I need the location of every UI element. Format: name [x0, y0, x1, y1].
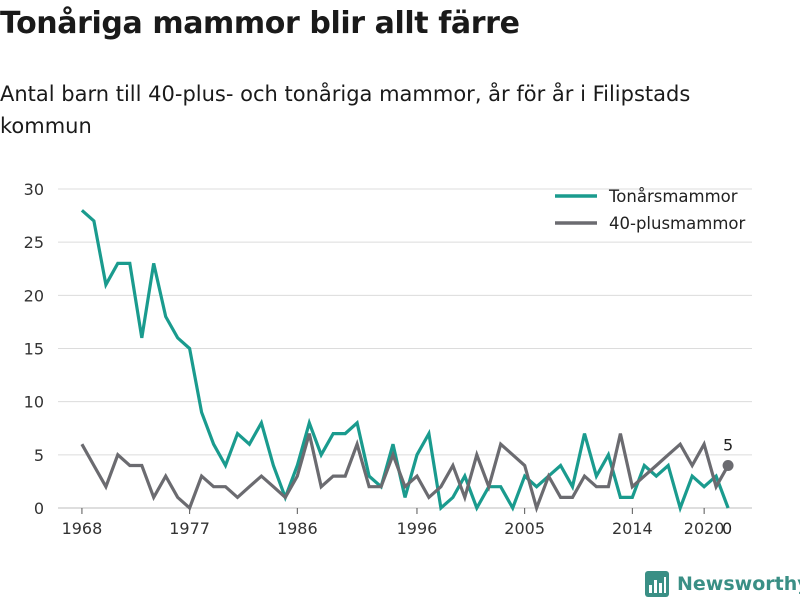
endpoint-label-tonarsmammor: 0 [722, 519, 732, 538]
brand: Newsworthy [645, 569, 800, 599]
chart-subtitle: Antal barn till 40-plus- och tonåriga ma… [0, 82, 691, 138]
x-tick-label: 1968 [62, 519, 103, 538]
y-tick-label: 20 [24, 286, 44, 305]
legend-label: Tonårsmammor [608, 187, 738, 206]
x-tick-label: 1977 [169, 519, 210, 538]
brand-name: Newsworthy [677, 573, 800, 595]
y-tick-label: 10 [24, 393, 44, 412]
y-tick-label: 5 [34, 446, 44, 465]
y-tick-label: 0 [34, 499, 44, 518]
y-tick-label: 25 [24, 233, 44, 252]
x-tick-label: 1996 [397, 519, 438, 538]
x-tick-label: 1986 [277, 519, 318, 538]
x-tick-label: 2020 [684, 519, 725, 538]
newsworthy-logo-icon [645, 571, 669, 597]
series-line-40-plusmammor [80, 433, 730, 514]
y-tick-label: 30 [24, 180, 44, 199]
x-tick-label: 2014 [612, 519, 653, 538]
chart-title: Tonåriga mammor blir allt färre [0, 6, 520, 41]
x-tick-label: 2005 [504, 519, 545, 538]
endpoint-marker-40-plusmammor [722, 459, 734, 471]
series-line-tonarsmammor [80, 209, 730, 514]
y-tick-label: 15 [24, 340, 44, 359]
endpoint-label-40-plusmammor: 5 [723, 435, 733, 454]
legend-label: 40-plusmammor [609, 214, 745, 233]
